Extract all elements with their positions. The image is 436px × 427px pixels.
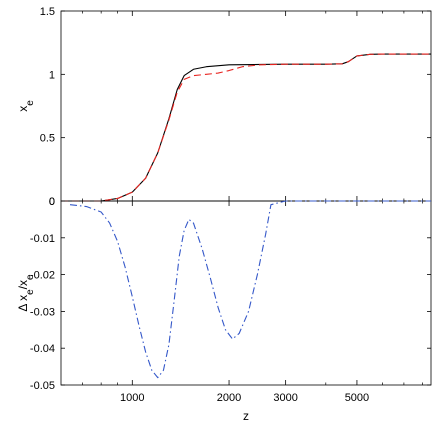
bottom-panel: -0.05 -0.04 -0.03 -0.02 -0.01 0 1000 2000 3000 50… [16,196,432,423]
bottom-ytick-label: -0.01 [30,233,55,245]
bottom-ytick-label: -0.04 [30,343,55,355]
bottom-xtick-label: 2000 [217,392,241,404]
top-ytick-label: 1 [49,69,55,81]
top-series-line-1 [61,53,431,202]
bottom-ytick-label: 0 [49,196,55,208]
top-panel: 0 0.5 1 1.5 xe [16,6,432,208]
y-axis-label-part: e [25,100,36,106]
top-ytick-label: 0 [49,196,55,208]
bottom-series-line-1 [69,200,431,379]
y-axis-label-part: e [25,274,36,280]
x-axis-label: z [243,409,249,423]
bottom-xtick-label: 3000 [273,392,297,404]
y-axis-label-part: x [16,106,30,112]
bottom-ytick-label: -0.05 [30,380,55,392]
bottom-ytick-label: -0.03 [30,306,55,318]
y-axis-label-part: /x [16,280,30,289]
top-ytick-label: 0.5 [40,133,55,145]
top-ytick-label: 1.5 [40,6,55,18]
bottom-axes-frame [60,200,432,386]
top-y-axis-label: xe [16,100,36,112]
top-series-line-2 [61,53,431,202]
bottom-xtick-label: 5000 [345,392,369,404]
bottom-y-axis-label: Δ xe/xe [16,274,36,312]
y-axis-label-part: e [25,289,36,295]
top-axes-frame [60,10,432,202]
bottom-xtick-label: 1000 [120,392,144,404]
y-axis-label-part: Δ x [16,295,30,312]
bottom-ytick-label: -0.02 [30,270,55,282]
